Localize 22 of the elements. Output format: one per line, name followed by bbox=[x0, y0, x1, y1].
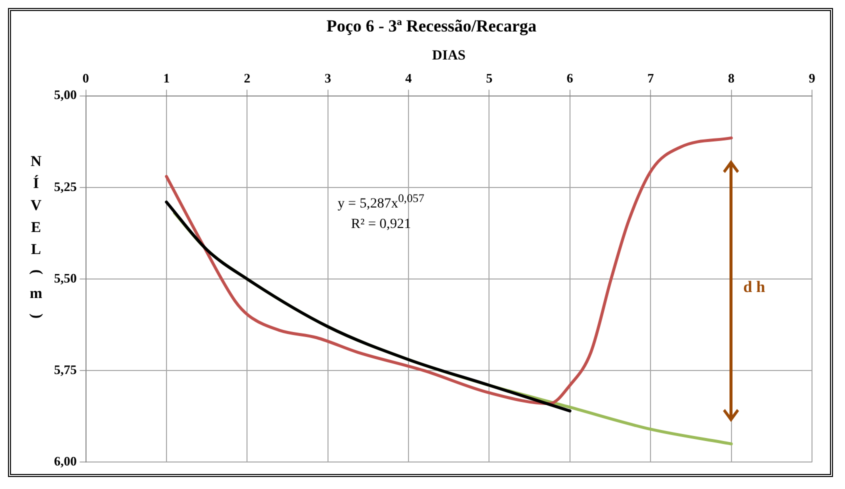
x-tick-label: 3 bbox=[324, 70, 332, 86]
x-tick-label: 0 bbox=[82, 70, 89, 86]
x-axis-title: DIAS bbox=[432, 48, 466, 64]
x-tick-label: 9 bbox=[808, 70, 816, 86]
x-tick-label: 6 bbox=[566, 70, 574, 86]
y-tick-label: 6,00 bbox=[54, 454, 77, 469]
x-tick-label: 5 bbox=[486, 70, 493, 86]
y-tick-label: 5,00 bbox=[54, 87, 77, 102]
line-series bbox=[164, 136, 733, 406]
y-tick-label: 5,25 bbox=[54, 178, 78, 194]
annotation: y = 5,287x$^{0,057}$ bbox=[336, 191, 426, 214]
annotation: d h bbox=[743, 278, 766, 297]
y-tick-label: 5,75 bbox=[54, 362, 78, 377]
y-tick-label: 5,50 bbox=[54, 270, 77, 286]
x-tick-label: 7 bbox=[647, 70, 654, 86]
y-axis-title: NÍVEL (m) bbox=[27, 153, 45, 318]
annotation: R² = 0,921 bbox=[350, 216, 412, 234]
chart-title: Poço 6 - 3ª Recessão/Recarga bbox=[326, 16, 537, 36]
x-tick-label: 4 bbox=[405, 70, 412, 86]
x-tick-label: 1 bbox=[163, 70, 170, 86]
x-tick-label: 8 bbox=[728, 70, 736, 86]
x-tick-label: 2 bbox=[244, 70, 250, 86]
